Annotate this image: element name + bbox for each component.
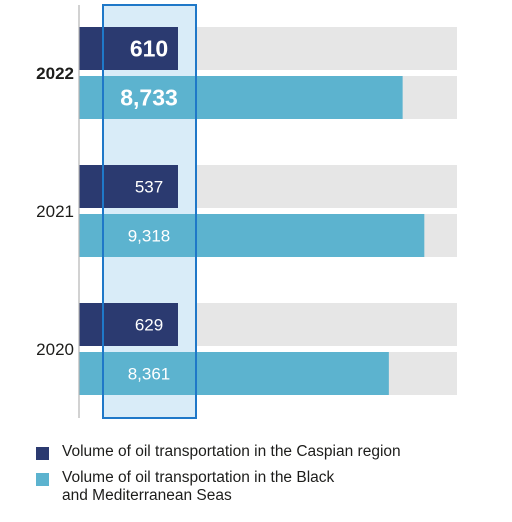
legend-item-caspian: Volume of oil transportation in the Casp…: [36, 443, 496, 461]
legend-label-black-med: Volume of oil transportation in the Blac…: [62, 469, 335, 504]
bar-2021-series-0: [79, 165, 178, 208]
legend: Volume of oil transportation in the Casp…: [36, 443, 496, 513]
value-label: 8,361: [128, 365, 171, 384]
value-label: 610: [130, 36, 168, 62]
legend-swatch-black-med: [36, 473, 49, 486]
bar-chart: 2022 2021 2020 610 8,733 537 9,318 629 8,361: [36, 4, 457, 419]
year-label: 2020: [36, 340, 74, 359]
year-labels: 2022 2021 2020: [36, 64, 74, 359]
bar-2022-series-0: [79, 27, 178, 70]
bar-2022-series-1: [79, 76, 403, 119]
bar-2021-series-1: [79, 214, 425, 257]
year-label: 2021: [36, 202, 74, 221]
year-label: 2022: [36, 64, 74, 83]
value-labels: 610 8,733 537 9,318 629 8,361: [120, 36, 178, 384]
highlight-column: [103, 5, 196, 418]
highlight-frame: [102, 4, 197, 419]
bars: [79, 27, 425, 395]
value-label: 9,318: [128, 227, 171, 246]
bar-2020-series-1: [79, 352, 389, 395]
value-label: 537: [135, 178, 163, 197]
bar-2020-series-0: [79, 303, 178, 346]
legend-swatch-caspian: [36, 447, 49, 460]
legend-label-caspian: Volume of oil transportation in the Casp…: [62, 443, 401, 460]
legend-item-black-med: Volume of oil transportation in the Blac…: [36, 469, 496, 505]
value-label: 8,733: [120, 85, 178, 111]
value-label: 629: [135, 316, 163, 335]
